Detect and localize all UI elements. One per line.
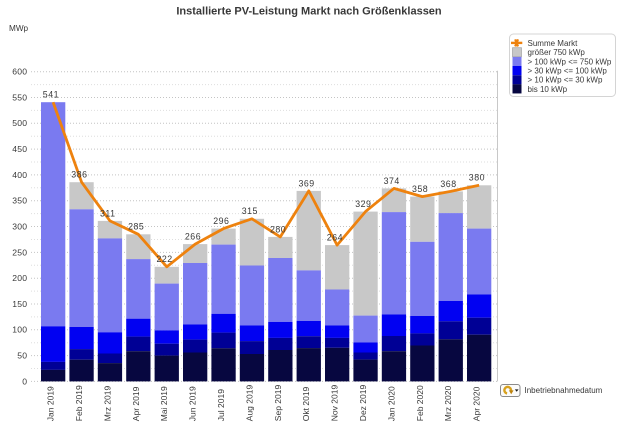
svg-text:374: 374: [384, 176, 400, 186]
svg-text:Nov 2019: Nov 2019: [330, 385, 340, 422]
svg-text:Jul 2019: Jul 2019: [216, 389, 226, 421]
svg-text:Feb 2019: Feb 2019: [74, 385, 84, 421]
svg-text:266: 266: [185, 232, 201, 242]
svg-text:200: 200: [12, 273, 27, 283]
svg-text:Aug 2019: Aug 2019: [244, 385, 254, 422]
svg-text:264: 264: [327, 233, 343, 243]
svg-text:450: 450: [12, 144, 27, 154]
svg-text:Jun 2019: Jun 2019: [188, 386, 198, 421]
svg-text:369: 369: [299, 178, 315, 188]
svg-text:400: 400: [12, 170, 27, 180]
svg-text:Inbetriebnahmedatum: Inbetriebnahmedatum: [525, 386, 603, 395]
svg-text:größer 750 kWp: größer 750 kWp: [528, 48, 586, 57]
svg-text:50: 50: [17, 351, 27, 361]
svg-text:350: 350: [12, 196, 27, 206]
svg-text:300: 300: [12, 221, 27, 231]
svg-text:> 10 kWp <= 30 kWp: > 10 kWp <= 30 kWp: [528, 76, 603, 85]
svg-text:Summe Markt: Summe Markt: [528, 39, 579, 48]
svg-text:358: 358: [412, 184, 428, 194]
svg-text:Okt 2019: Okt 2019: [301, 386, 311, 421]
svg-text:Mrz 2019: Mrz 2019: [103, 385, 113, 421]
svg-text:222: 222: [157, 254, 173, 264]
svg-text:Jan 2019: Jan 2019: [46, 386, 56, 421]
svg-text:Apr 2019: Apr 2019: [131, 386, 141, 421]
svg-text:0: 0: [22, 376, 27, 386]
svg-text:250: 250: [12, 247, 27, 257]
svg-text:bis 10 kWp: bis 10 kWp: [528, 85, 568, 94]
svg-text:100: 100: [12, 325, 27, 335]
svg-text:> 30 kWp <= 100 kWp: > 30 kWp <= 100 kWp: [528, 67, 608, 76]
svg-text:Mrz 2020: Mrz 2020: [443, 385, 453, 421]
svg-text:> 100 kWp <= 750 kWp: > 100 kWp <= 750 kWp: [528, 57, 612, 66]
svg-text:Feb 2020: Feb 2020: [415, 385, 425, 421]
svg-text:Apr 2020: Apr 2020: [472, 386, 482, 421]
svg-text:296: 296: [213, 216, 229, 226]
svg-text:285: 285: [128, 222, 144, 232]
svg-text:500: 500: [12, 118, 27, 128]
svg-text:Dez 2019: Dez 2019: [358, 385, 368, 422]
svg-text:Jan 2020: Jan 2020: [386, 386, 396, 421]
svg-text:368: 368: [440, 179, 456, 189]
svg-text:329: 329: [355, 199, 371, 209]
svg-text:280: 280: [270, 224, 286, 234]
svg-text:380: 380: [469, 173, 485, 183]
svg-text:Installierte PV-Leistung Markt: Installierte PV-Leistung Markt nach Größ…: [176, 6, 442, 18]
svg-text:386: 386: [71, 170, 87, 180]
svg-text:Sep 2019: Sep 2019: [273, 385, 283, 422]
svg-text:Mai 2019: Mai 2019: [159, 386, 169, 421]
svg-text:600: 600: [12, 67, 27, 77]
svg-text:541: 541: [43, 90, 59, 100]
svg-text:150: 150: [12, 299, 27, 309]
svg-text:550: 550: [12, 92, 27, 102]
svg-text:MWp: MWp: [9, 24, 29, 33]
svg-text:311: 311: [100, 208, 116, 218]
svg-text:315: 315: [242, 206, 258, 216]
